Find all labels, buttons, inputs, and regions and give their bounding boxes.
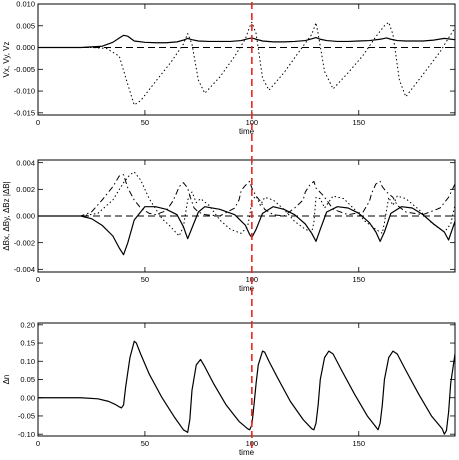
series-solid-line	[38, 34, 455, 49]
y-axis-label: ΔBx, ΔBy, ΔBz |ΔB|	[2, 181, 11, 250]
x-tick-label: 150	[353, 439, 366, 448]
y-tick-label: 0.00	[20, 393, 35, 402]
y-tick-label: 0.10	[20, 357, 35, 366]
x-tick-label: 0	[36, 439, 40, 448]
y-tick-label: -0.10	[18, 430, 35, 439]
panel-1: 0 50 100 150 0.010 0.005 0.000 -0.005 -0.010 -0.0…	[2, 0, 456, 136]
y-tick-label: 0.005	[16, 21, 35, 30]
y-tick-label: -0.05	[18, 412, 35, 421]
y-tick-label: 0.000	[16, 43, 35, 52]
series-solid-line	[38, 340, 455, 435]
y-tick-label: -0.004	[14, 265, 35, 274]
y-tick-label: -0.005	[14, 65, 35, 74]
x-axis-label: time	[239, 448, 255, 457]
series-dashdot-line	[38, 174, 455, 217]
y-tick-label: 0.05	[20, 375, 35, 384]
plot-frame	[37, 3, 456, 116]
y-axis-label: Δn	[2, 375, 11, 385]
y-tick-label: 0.15	[20, 339, 35, 348]
y-tick-label: 0.002	[16, 185, 35, 194]
y-tick-label: 0.004	[16, 158, 35, 167]
x-axis-label: time	[239, 127, 255, 136]
x-tick-label: 150	[353, 118, 366, 127]
y-axis-label: Vx, Vy, Vz	[2, 41, 11, 77]
plot-frame	[37, 322, 456, 437]
y-tick-label: -0.015	[14, 108, 35, 117]
x-tick-label: 50	[141, 439, 149, 448]
y-tick-label: 0.010	[16, 0, 35, 9]
y-tick-label: -0.010	[14, 87, 35, 96]
panel-3: 0501001500.200.150.100.050.00-0.05-0.10t…	[2, 320, 456, 457]
y-tick-label: -0.002	[14, 238, 35, 247]
y-tick-label: 0.000	[16, 212, 35, 221]
y-tick-label: 0.20	[20, 320, 35, 329]
series-solid-line	[38, 206, 455, 256]
x-tick-label: 50	[141, 275, 149, 284]
x-axis-label: time	[239, 284, 255, 293]
x-tick-label: 50	[141, 118, 149, 127]
x-tick-label: 0	[36, 275, 40, 284]
panel-2: 0501001500.0040.0020.000-0.002-0.004time…	[2, 158, 456, 293]
x-tick-label: 100	[246, 118, 259, 127]
x-tick-label: 0	[36, 118, 40, 127]
series-dotted-line	[38, 21, 455, 106]
series-dotted-line	[38, 171, 455, 237]
x-tick-label: 150	[353, 275, 366, 284]
